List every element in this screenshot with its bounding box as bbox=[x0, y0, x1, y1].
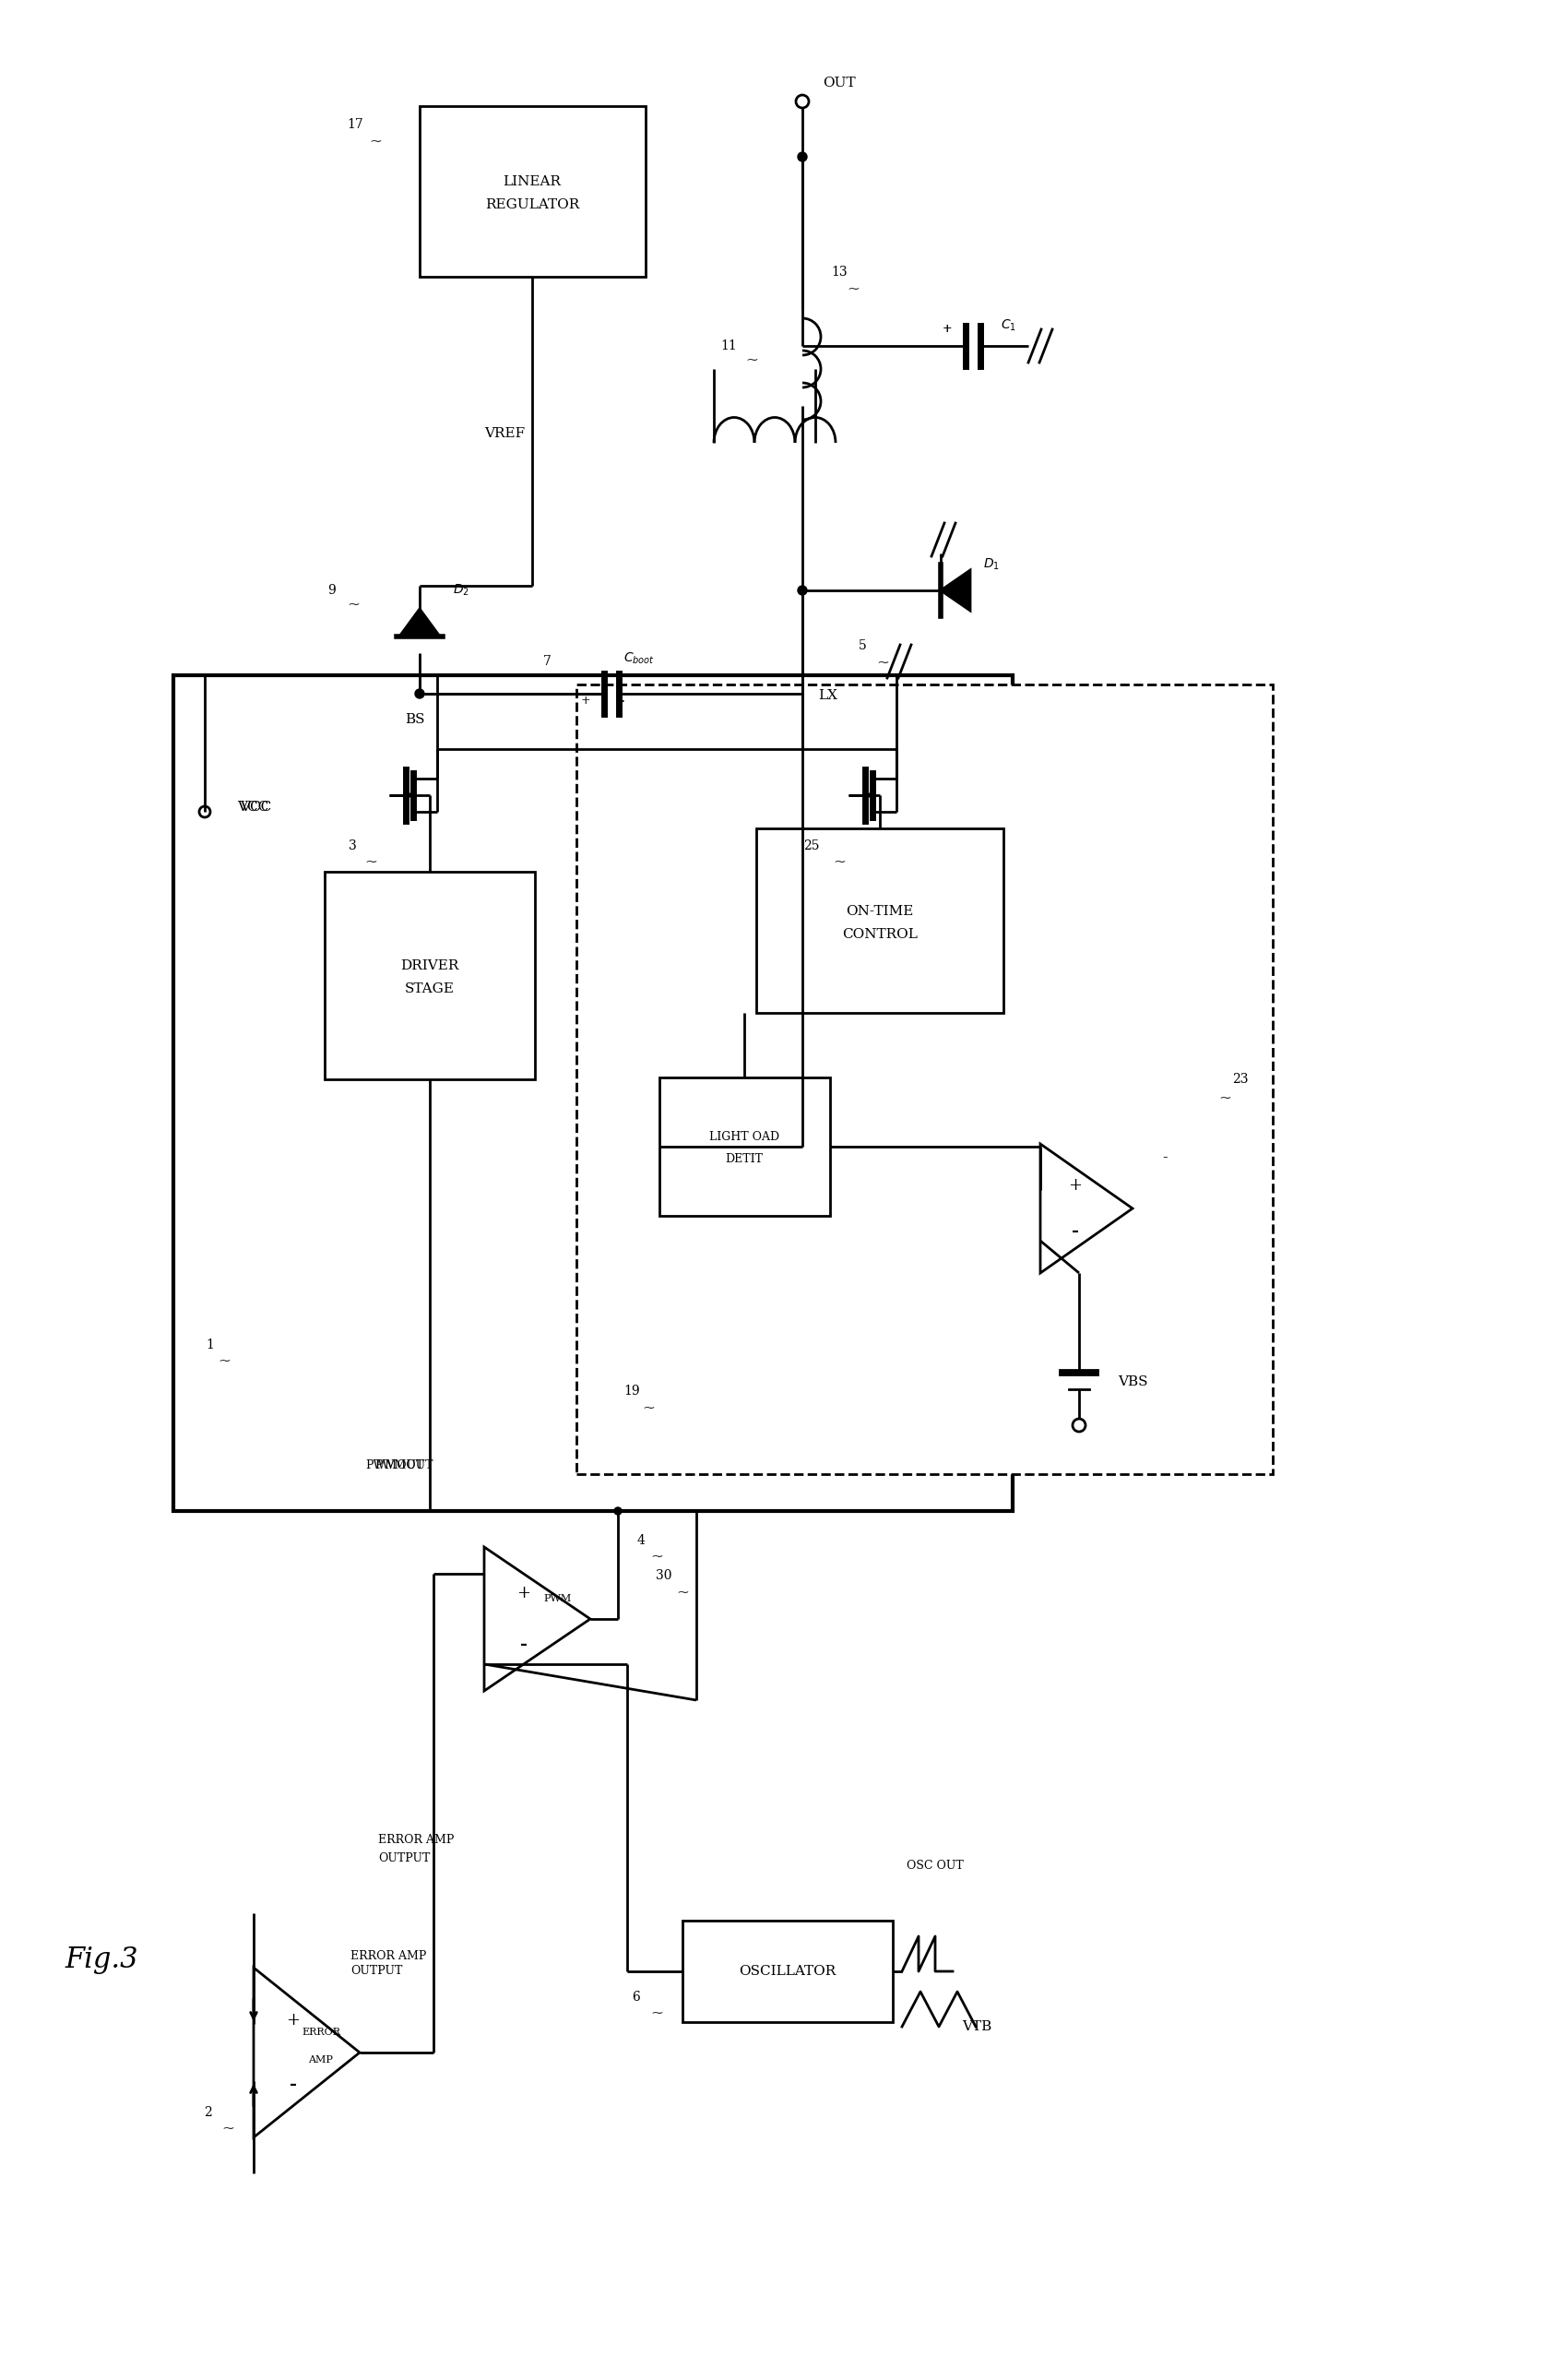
Text: ~: ~ bbox=[745, 352, 758, 367]
Text: ~: ~ bbox=[559, 666, 572, 683]
Text: CONTROL: CONTROL bbox=[841, 928, 918, 940]
Text: -: - bbox=[1071, 1223, 1079, 1240]
Polygon shape bbox=[399, 609, 440, 635]
Text: STAGE: STAGE bbox=[404, 983, 454, 995]
Text: VCC: VCC bbox=[240, 800, 271, 814]
Polygon shape bbox=[407, 793, 413, 800]
Text: 25: 25 bbox=[803, 840, 819, 852]
Text: 7: 7 bbox=[542, 655, 551, 669]
Text: ERROR AMP: ERROR AMP bbox=[351, 1949, 426, 1961]
Text: ~: ~ bbox=[363, 854, 377, 869]
Text: 11: 11 bbox=[720, 340, 736, 352]
Text: ~: ~ bbox=[650, 2004, 662, 2021]
Polygon shape bbox=[484, 1547, 590, 1690]
Text: ~: ~ bbox=[218, 1352, 230, 1368]
Text: +: + bbox=[287, 2011, 301, 2028]
Polygon shape bbox=[940, 571, 969, 612]
Text: LIGHT OAD: LIGHT OAD bbox=[709, 1130, 778, 1142]
Text: +: + bbox=[581, 695, 590, 707]
Polygon shape bbox=[866, 793, 872, 800]
Text: 2: 2 bbox=[204, 2106, 211, 2118]
Text: 6: 6 bbox=[633, 1990, 640, 2004]
Text: ERROR: ERROR bbox=[301, 2028, 340, 2037]
Text: DETIT: DETIT bbox=[725, 1154, 763, 1166]
Text: VREF: VREF bbox=[484, 426, 525, 440]
Text: +: + bbox=[1068, 1178, 1082, 1195]
Text: PWMOUT: PWMOUT bbox=[365, 1459, 423, 1471]
Text: $C_{boot}$: $C_{boot}$ bbox=[623, 652, 655, 666]
Text: ON-TIME: ON-TIME bbox=[846, 904, 913, 919]
Bar bbox=[576, 685, 1272, 1473]
Text: 1: 1 bbox=[207, 1338, 215, 1352]
Text: 23: 23 bbox=[1231, 1073, 1248, 1085]
Text: AMP: AMP bbox=[309, 2056, 334, 2063]
Text: 13: 13 bbox=[830, 267, 847, 278]
Text: ~: ~ bbox=[1218, 1090, 1231, 1107]
Text: DRIVER: DRIVER bbox=[401, 959, 459, 973]
Text: VTB: VTB bbox=[962, 2021, 991, 2033]
Text: -: - bbox=[617, 695, 623, 707]
Text: +: + bbox=[941, 324, 952, 336]
Text: +: + bbox=[517, 1585, 531, 1602]
Text: 4: 4 bbox=[636, 1535, 645, 1547]
Text: ~: ~ bbox=[221, 2121, 233, 2135]
Text: OSC OUT: OSC OUT bbox=[907, 1859, 963, 1871]
Polygon shape bbox=[1040, 1145, 1132, 1273]
Text: 17: 17 bbox=[346, 119, 363, 131]
Text: -: - bbox=[520, 1637, 528, 1654]
Text: ~: ~ bbox=[875, 655, 888, 671]
Text: 19: 19 bbox=[623, 1385, 639, 1397]
Text: +: + bbox=[941, 324, 952, 336]
Text: OUTPUT: OUTPUT bbox=[377, 1852, 429, 1866]
Bar bbox=[683, 1921, 893, 2023]
Text: VBS: VBS bbox=[1117, 1376, 1146, 1388]
Text: OSCILLATOR: OSCILLATOR bbox=[739, 1966, 836, 1978]
Circle shape bbox=[797, 152, 806, 162]
Text: PWMOUT: PWMOUT bbox=[374, 1459, 432, 1471]
Circle shape bbox=[415, 690, 424, 697]
Text: VCC: VCC bbox=[236, 800, 268, 814]
Bar bbox=[420, 107, 645, 276]
Text: $C_1$: $C_1$ bbox=[999, 319, 1015, 333]
Text: $D_1$: $D_1$ bbox=[982, 557, 999, 571]
Text: ~: ~ bbox=[642, 1399, 655, 1416]
Text: ~: ~ bbox=[368, 133, 382, 150]
Bar bbox=[756, 828, 1002, 1014]
Text: ~: ~ bbox=[832, 854, 846, 869]
Text: ~: ~ bbox=[675, 1585, 689, 1599]
Bar bbox=[659, 1078, 830, 1216]
Text: -: - bbox=[290, 2075, 298, 2092]
Text: OUTPUT: OUTPUT bbox=[351, 1966, 402, 1978]
Text: $D_2$: $D_2$ bbox=[453, 583, 470, 597]
Bar bbox=[324, 871, 534, 1078]
Bar bbox=[174, 676, 1012, 1511]
Circle shape bbox=[614, 1507, 622, 1514]
Text: 30: 30 bbox=[656, 1568, 672, 1583]
Text: 5: 5 bbox=[858, 640, 866, 652]
Text: Fig.3: Fig.3 bbox=[64, 1947, 138, 1975]
Text: LINEAR: LINEAR bbox=[503, 176, 561, 188]
Text: 3: 3 bbox=[348, 840, 355, 852]
Circle shape bbox=[797, 585, 806, 595]
Text: BS: BS bbox=[406, 714, 424, 726]
Text: OUT: OUT bbox=[822, 76, 855, 90]
Text: REGULATOR: REGULATOR bbox=[485, 198, 579, 212]
Text: 9: 9 bbox=[327, 583, 335, 597]
Text: ERROR AMP: ERROR AMP bbox=[377, 1835, 454, 1847]
Polygon shape bbox=[254, 1968, 360, 2137]
Text: -: - bbox=[1162, 1150, 1167, 1166]
Text: PWM: PWM bbox=[543, 1595, 572, 1604]
Text: ~: ~ bbox=[846, 281, 860, 298]
Text: LX: LX bbox=[817, 690, 838, 702]
Text: ~: ~ bbox=[650, 1549, 662, 1564]
Text: ~: ~ bbox=[346, 597, 360, 612]
